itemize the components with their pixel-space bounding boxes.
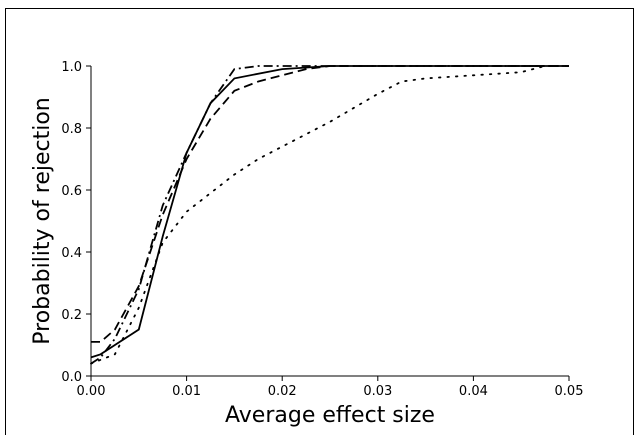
y-tick-label: 1.0: [61, 60, 82, 75]
x-tick-label: 0.04: [459, 384, 488, 399]
y-axis-label: Probability of rejection: [30, 97, 55, 344]
series-layer: [90, 65, 570, 365]
y-tick-label: 0.4: [61, 246, 82, 261]
figure-border: [5, 8, 634, 435]
y-tick-label: 0.8: [61, 122, 82, 137]
plot-axes: 0.00 0.01 0.02 0.03 0.04 0.05 0.0 0.2 0.4 0.6 0.8 1…: [61, 60, 583, 399]
y-tick-label: 0.0: [61, 370, 82, 385]
x-tick-label: 0.03: [363, 384, 392, 399]
x-tick-label: 0.00: [77, 384, 106, 399]
series-line-dotted: [90, 65, 570, 365]
x-tick-label: 0.01: [172, 384, 201, 399]
y-tick-label: 0.6: [61, 184, 82, 199]
series-line-solid: [90, 65, 569, 359]
x-axis-label: Average effect size: [225, 403, 435, 428]
series-line-dashdot: [90, 65, 569, 365]
x-tick-label: 0.05: [555, 384, 584, 399]
x-tick-label: 0.02: [268, 384, 297, 399]
y-tick-label: 0.2: [61, 308, 82, 323]
